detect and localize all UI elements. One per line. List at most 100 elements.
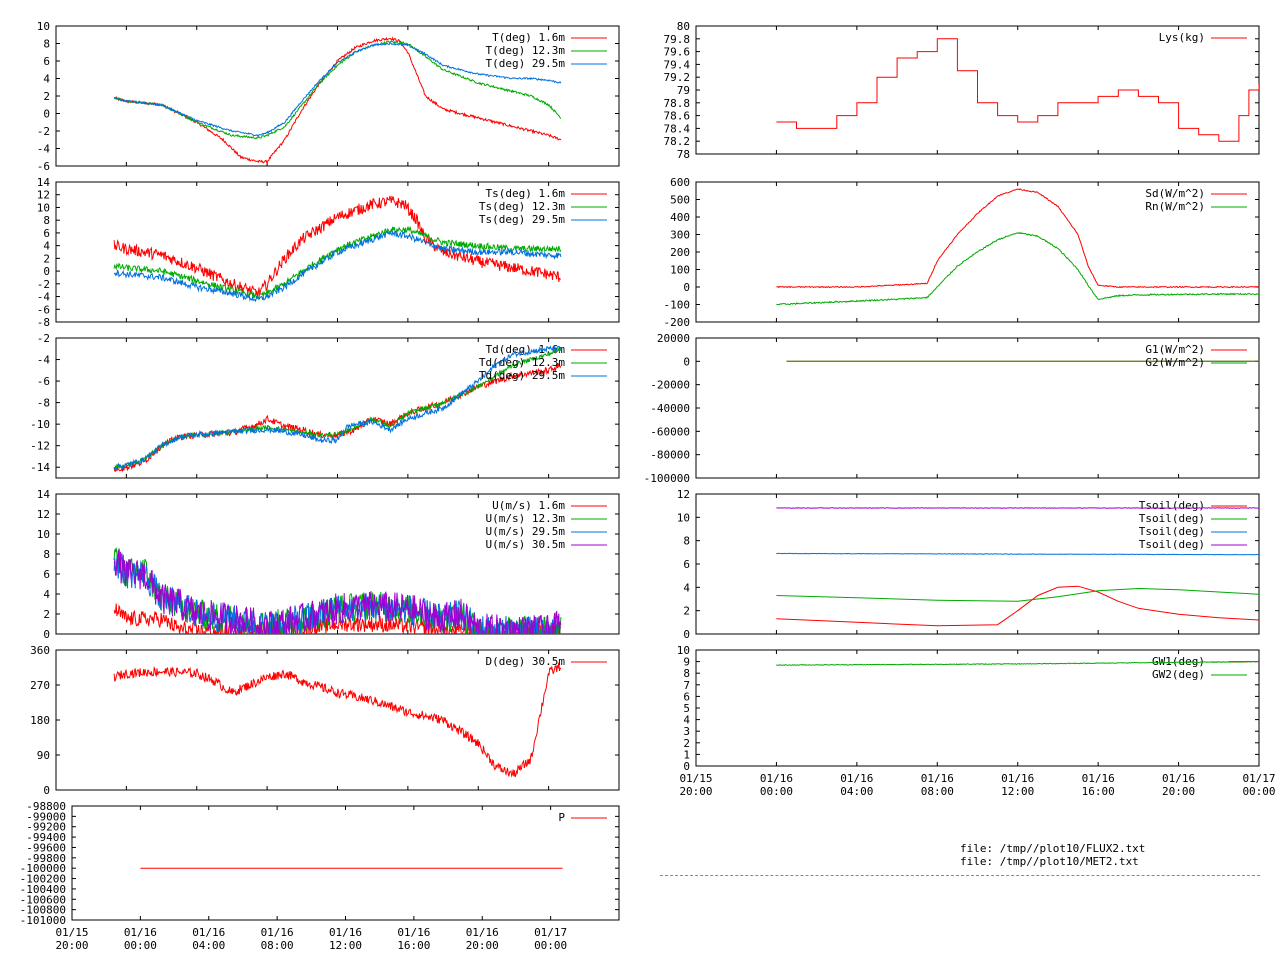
- y-tick-label: 300: [670, 229, 690, 242]
- x-tick-label-time: 04:00: [192, 939, 225, 952]
- legend-label: Lys(kg): [1159, 31, 1205, 44]
- y-tick-label: 0: [43, 265, 50, 278]
- y-tick-label: -4: [37, 291, 51, 304]
- series-line: [776, 587, 1259, 602]
- y-tick-label: 10: [37, 201, 50, 214]
- y-tick-label: 2: [43, 90, 50, 103]
- x-tick-label-date: 01/16: [1162, 772, 1195, 785]
- y-tick-label: 600: [670, 176, 690, 189]
- y-tick-label: 6: [683, 558, 690, 571]
- x-tick-label-time: 00:00: [1242, 785, 1275, 798]
- y-tick-label: -14: [30, 461, 50, 474]
- y-tick-label: -6: [37, 375, 50, 388]
- series-line: [776, 585, 1259, 627]
- y-tick-label: 5: [683, 702, 690, 715]
- chart-dir: 0 90 180 270 360 D(deg) 30.5m: [30, 644, 620, 797]
- y-tick-label: 10: [677, 511, 690, 524]
- y-tick-label: 20000: [657, 332, 690, 345]
- y-tick-label: 4: [683, 581, 690, 594]
- y-tick-label: -100400: [20, 883, 66, 896]
- legend-label: T(deg) 12.3m: [486, 44, 566, 57]
- y-tick-label: 3: [683, 725, 690, 738]
- y-tick-label: 14: [37, 488, 51, 501]
- y-tick-label: 8: [43, 548, 50, 561]
- chart-rad: -200 -100 0 100 200 300 400 500 600 Sd(W/m^2)Rn(W…: [664, 176, 1260, 329]
- legend-label: U(m/s) 1.6m: [492, 499, 565, 512]
- x-tick-label-time: 20:00: [466, 939, 499, 952]
- chart-gw: 01234567891001/1520:0001/1600:0001/1604:…: [677, 644, 1276, 798]
- y-tick-label: -99000: [26, 810, 66, 823]
- legend-label: G2(W/m^2): [1145, 356, 1205, 369]
- legend-label: U(m/s) 12.3m: [486, 512, 566, 525]
- series-line: [776, 38, 1259, 142]
- legend-label: Ts(deg) 29.5m: [479, 213, 565, 226]
- x-tick-label-time: 08:00: [921, 785, 954, 798]
- y-tick-label: -8: [37, 397, 50, 410]
- series-line: [113, 40, 562, 140]
- x-tick-label-time: 12:00: [329, 939, 362, 952]
- y-tick-label: -100200: [20, 873, 66, 886]
- x-tick-label-time: 12:00: [1001, 785, 1034, 798]
- y-tick-label: -2: [37, 125, 50, 138]
- series-line: [776, 660, 1259, 666]
- y-tick-label: 0: [683, 628, 690, 641]
- y-tick-label: -4: [37, 143, 51, 156]
- legend-label: Td(deg) 1.6m: [486, 343, 566, 356]
- x-tick-label-date: 01/16: [329, 926, 362, 939]
- y-tick-label: 79.6: [664, 46, 691, 59]
- y-tick-label: 79.4: [664, 58, 691, 71]
- x-tick-label-date: 01/16: [760, 772, 793, 785]
- y-tick-label: -98800: [26, 800, 66, 813]
- chart-press: -101000-100800-100600-100400-100200-1000…: [20, 800, 620, 952]
- y-tick-label: -12: [30, 440, 50, 453]
- x-tick-label-time: 00:00: [124, 939, 157, 952]
- x-tick-label-time: 16:00: [1082, 785, 1115, 798]
- y-tick-label: 2: [43, 608, 50, 621]
- series-line: [776, 552, 1259, 556]
- legend-label: Sd(W/m^2): [1145, 187, 1205, 200]
- y-tick-label: 8: [683, 535, 690, 548]
- y-tick-label: 180: [30, 714, 50, 727]
- x-tick-label-date: 01/16: [1001, 772, 1034, 785]
- series-line: [776, 231, 1259, 306]
- y-tick-label: 78.2: [664, 135, 691, 148]
- y-tick-label: -6: [37, 160, 50, 173]
- source-file-list: file: /tmp//plot10/FLUX2.txt file: /tmp//…: [960, 842, 1145, 868]
- legend-label: T(deg) 29.5m: [486, 57, 566, 70]
- y-tick-label: -99200: [26, 821, 66, 834]
- legend-label: G1(W/m^2): [1145, 343, 1205, 356]
- y-tick-label: 79.8: [664, 33, 691, 46]
- dashed-separator: [660, 875, 1260, 876]
- x-tick-label-time: 16:00: [397, 939, 430, 952]
- y-tick-label: 6: [683, 690, 690, 703]
- y-tick-label: -2: [37, 332, 50, 345]
- x-tick-label-date: 01/16: [397, 926, 430, 939]
- y-tick-label: 200: [670, 246, 690, 259]
- y-tick-label: -100: [664, 299, 691, 312]
- y-tick-label: -99600: [26, 841, 66, 854]
- y-tick-label: -100000: [644, 472, 690, 485]
- y-tick-label: 78.8: [664, 97, 691, 110]
- y-tick-label: 2: [43, 252, 50, 265]
- series-line: [776, 188, 1259, 289]
- series-line: [113, 662, 562, 778]
- y-tick-label: 10: [37, 528, 50, 541]
- x-tick-label-time: 20:00: [679, 785, 712, 798]
- legend-label: Td(deg) 12.3m: [479, 356, 565, 369]
- legend-label: Ts(deg) 1.6m: [486, 187, 566, 200]
- y-tick-label: 0: [683, 355, 690, 368]
- legend-label: Tsoil(deg): [1139, 499, 1205, 512]
- x-tick-label-time: 00:00: [760, 785, 793, 798]
- y-tick-label: -80000: [650, 449, 690, 462]
- x-tick-label-date: 01/16: [466, 926, 499, 939]
- y-tick-label: -4: [37, 354, 51, 367]
- x-tick-label-date: 01/15: [679, 772, 712, 785]
- y-tick-label: 79: [677, 84, 690, 97]
- legend-label: U(m/s) 29.5m: [486, 525, 566, 538]
- series-line: [113, 42, 562, 137]
- x-tick-label-date: 01/16: [1082, 772, 1115, 785]
- y-tick-label: 4: [43, 73, 50, 86]
